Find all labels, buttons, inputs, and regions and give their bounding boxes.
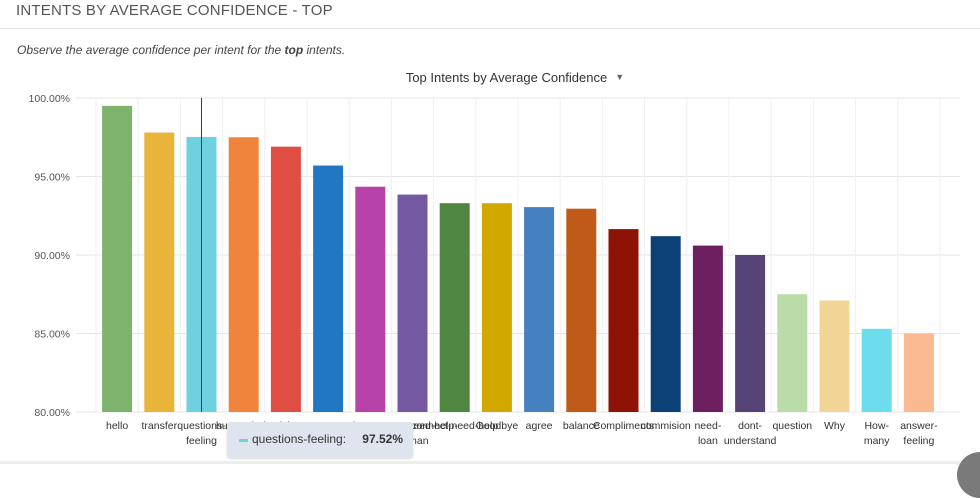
chart-title: Top Intents by Average Confidence [405, 70, 608, 85]
bar [861, 328, 892, 412]
x-tick-label-line: hello [106, 420, 128, 432]
chart-title-dropdown[interactable]: Top Intents by Average Confidence ▼ [0, 70, 980, 85]
x-tick-label: hello [106, 420, 128, 432]
bar [481, 203, 512, 412]
x-tick-label-line: dont- [738, 420, 762, 432]
x-tick-label: commision [641, 420, 691, 432]
x-tick-label: question [772, 420, 812, 432]
bar [313, 165, 344, 412]
x-tick-label-line: loan [698, 435, 718, 447]
x-tick-label: Compliments [593, 420, 654, 432]
x-tick-label: answer-feeling [900, 420, 938, 447]
bar [524, 207, 555, 412]
bar [903, 333, 934, 412]
bar [819, 300, 850, 412]
x-tick-label-line: commision [641, 420, 691, 432]
panel-bottom-border [0, 461, 960, 464]
bar [439, 203, 470, 412]
x-tick-label: agree [526, 420, 553, 432]
description-suffix: intents. [303, 43, 346, 57]
bar [397, 194, 428, 412]
y-tick-label: 85.00% [34, 329, 70, 341]
bar [566, 208, 597, 412]
x-tick-label-line: balance [563, 420, 600, 432]
x-tick-label-line: questions- [177, 420, 226, 432]
bar [102, 105, 133, 412]
x-tick-label-line: agree [526, 420, 553, 432]
bar [692, 245, 723, 412]
x-tick-label-line: many [864, 435, 890, 447]
x-tick-label-line: question [772, 420, 812, 432]
chart-tooltip: questions-feeling: 97.52% [227, 422, 413, 458]
bar [228, 137, 259, 412]
x-tick-label: dont-understand [724, 420, 777, 447]
x-tick-label: Goodbye [476, 420, 519, 432]
x-tick-label-line: Why [824, 420, 846, 432]
tooltip-series-name: questions-feeling: [252, 432, 347, 446]
bar [608, 229, 639, 412]
x-tick-label-line: answer- [900, 420, 938, 432]
description-bold: top [284, 43, 304, 57]
x-tick-label-line: Goodbye [476, 420, 519, 432]
x-tick-label: connect-need-help [411, 420, 498, 432]
caret-down-icon[interactable]: ▼ [615, 72, 625, 82]
x-tick-label: How-many [864, 420, 890, 447]
bar [270, 146, 301, 413]
x-tick-label-line: How- [864, 420, 889, 432]
bar [735, 255, 766, 412]
x-tick-label-line: connect-need-help [411, 420, 498, 432]
x-tick-label: balance [563, 420, 600, 432]
y-tick-label: 80.00% [34, 407, 70, 419]
bar [777, 294, 808, 412]
description-prefix: Observe the average confidence per inten… [17, 43, 285, 57]
x-tick-label-line: understand [724, 435, 777, 447]
y-tick-label: 90.00% [34, 250, 70, 262]
bar-chart: 80.00% 85.00% 90.00% 95.00% 100.00% hello tran… [29, 93, 960, 447]
x-tick-label-line: feeling [903, 435, 934, 447]
bar [144, 132, 175, 413]
y-tick-label: 95.00% [34, 172, 70, 184]
x-tick-label-line: Compliments [593, 420, 654, 432]
y-tick-label: 100.00% [29, 93, 70, 105]
x-tick-label: transfer [141, 420, 177, 432]
tooltip-series-swatch [239, 439, 248, 442]
panel-title: INTENTS BY AVERAGE CONFIDENCE - TOP [16, 2, 333, 19]
x-tick-label: questions-feeling [177, 420, 226, 447]
panel-header: INTENTS BY AVERAGE CONFIDENCE - TOP [0, 0, 980, 29]
tooltip-value: 97.52% [362, 432, 403, 446]
x-tick-label-line: feeling [186, 435, 217, 447]
x-tick-label: need-loan [694, 420, 721, 447]
x-tick-label: Why [824, 420, 846, 432]
panel-description: Observe the average confidence per inten… [17, 43, 345, 57]
x-tick-label-line: transfer [141, 420, 177, 432]
x-tick-label-line: need- [694, 420, 721, 432]
bar [355, 186, 386, 412]
bar [650, 236, 681, 412]
